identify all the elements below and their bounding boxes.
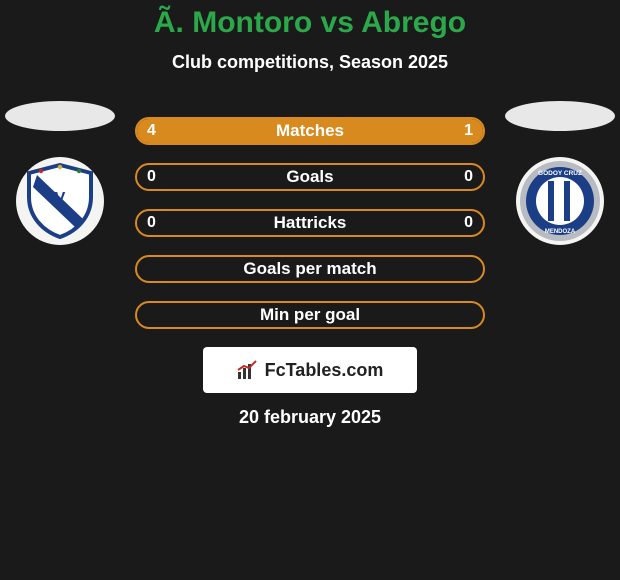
- svg-text:V: V: [55, 190, 66, 207]
- stat-rows: 41Matches 00Goals 00Hattricks Goals per mat…: [135, 117, 485, 329]
- stat-row: Goals per match: [135, 255, 485, 283]
- right-player-column: GODOY CRUZ MENDOZA: [500, 101, 620, 245]
- stat-label: Hattricks: [137, 211, 483, 235]
- team-crest-right: GODOY CRUZ MENDOZA: [516, 157, 604, 245]
- player-photo-placeholder: [505, 101, 615, 131]
- stat-label: Goals per match: [137, 257, 483, 281]
- shield-icon: V: [25, 163, 95, 239]
- svg-text:GODOY CRUZ: GODOY CRUZ: [538, 170, 582, 177]
- stat-row: 41Matches: [135, 117, 485, 145]
- stat-row: 00Goals: [135, 163, 485, 191]
- player-photo-placeholder: [5, 101, 115, 131]
- stat-row: Min per goal: [135, 301, 485, 329]
- stat-label: Matches: [137, 119, 483, 143]
- badge-icon: GODOY CRUZ MENDOZA: [518, 159, 602, 243]
- page-title: Ã. Montoro vs Abrego: [0, 6, 620, 40]
- stat-row: 00Hattricks: [135, 209, 485, 237]
- source-logo-text: FcTables.com: [265, 360, 384, 381]
- team-crest-left: V: [16, 157, 104, 245]
- stat-label: Goals: [137, 165, 483, 189]
- source-logo: FcTables.com: [203, 347, 417, 393]
- left-player-column: V: [0, 101, 120, 245]
- svg-text:MENDOZA: MENDOZA: [545, 229, 576, 235]
- chart-icon: [237, 360, 259, 380]
- subtitle: Club competitions, Season 2025: [0, 52, 620, 73]
- comparison-body: V GODOY CRUZ MENDOZA: [0, 117, 620, 329]
- comparison-card: Ã. Montoro vs Abrego Club competitions, …: [0, 0, 620, 428]
- stat-label: Min per goal: [137, 303, 483, 327]
- date-label: 20 february 2025: [0, 407, 620, 428]
